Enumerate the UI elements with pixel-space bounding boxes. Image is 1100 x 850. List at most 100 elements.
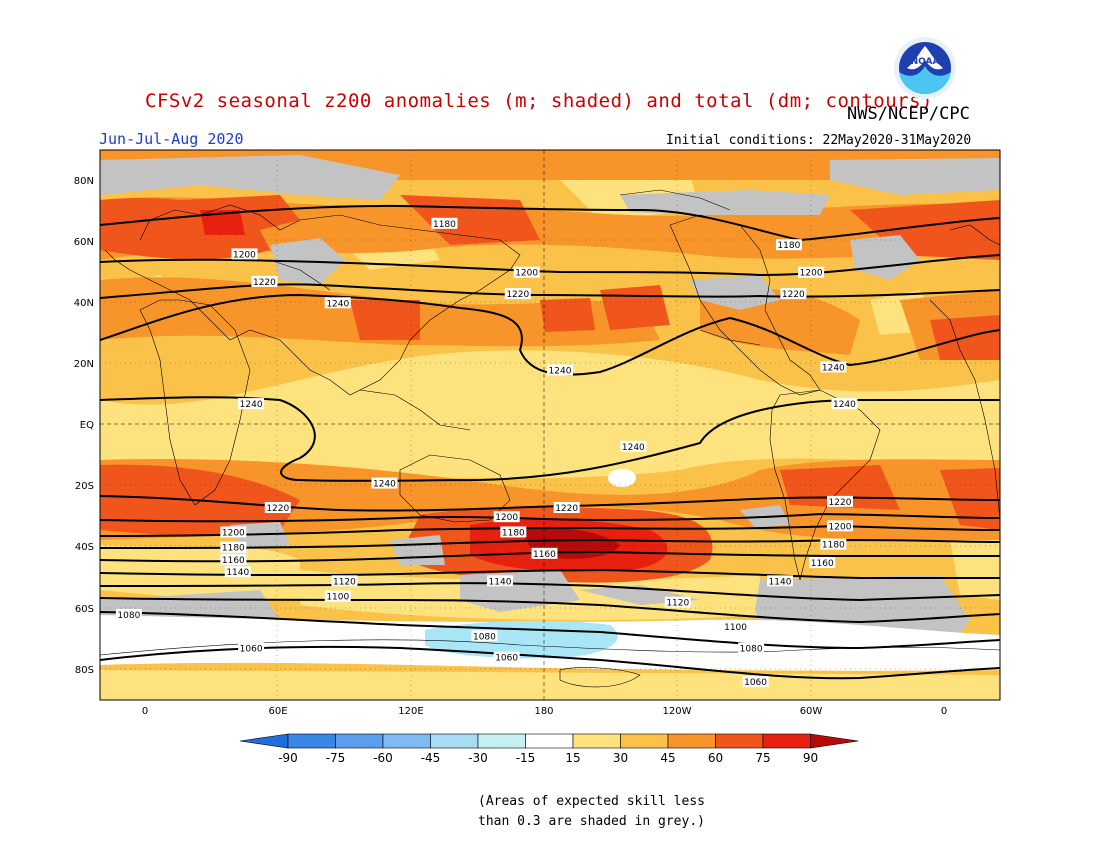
logo-text: NOAA	[911, 57, 940, 67]
contour-label-box	[500, 526, 527, 538]
contour-label: 1240	[240, 400, 263, 410]
contour-label-box	[264, 502, 291, 513]
contour-label: 1140	[226, 568, 249, 578]
contour-label: 1200	[515, 269, 538, 279]
lat-label-60n: 60N	[74, 237, 94, 248]
contour-label: 1160	[222, 556, 245, 566]
contour-label-box	[664, 596, 691, 608]
contour-label: 1160	[811, 559, 834, 569]
chart-title: CFSv2 seasonal z200 anomalies (m; shaded…	[145, 90, 933, 112]
contour-label-box	[324, 590, 351, 602]
contour-label: 1100	[326, 593, 349, 603]
colorbar-segment	[477, 733, 526, 749]
colorbar-tick-label: -60	[373, 751, 393, 765]
colorbar-tick-label: -45	[421, 751, 441, 765]
contour-label: 1240	[822, 363, 845, 373]
colorbar-segment	[715, 733, 764, 749]
contour-label: 1180	[222, 544, 245, 554]
contour-label: 1200	[829, 522, 852, 532]
contour-label: 1060	[744, 678, 767, 688]
contour-label: 1180	[777, 241, 800, 251]
contour-label-box	[827, 520, 853, 532]
colorbar-tick-label: 75	[755, 751, 770, 765]
contour-label: 1180	[433, 220, 456, 230]
map-area	[100, 150, 1000, 700]
lon-label-0: 0	[142, 706, 148, 717]
initial-conditions-label: Initial conditions: 22May2020-31May2020	[666, 133, 972, 148]
colorbar-tick-label: 15	[565, 751, 580, 765]
contour-label: 1220	[253, 278, 276, 288]
lon-label-0-east: 0	[941, 706, 947, 717]
skill-note-line-2: than 0.3 are shaded in grey.)	[478, 814, 705, 829]
contour-label-box	[775, 239, 802, 251]
colorbar-segment	[762, 733, 811, 749]
contour-label-box	[827, 495, 853, 507]
contour-label-box	[493, 651, 520, 663]
colorbar-tick-label: 60	[708, 751, 723, 765]
contour-label-box	[324, 297, 351, 309]
colorbar-tick-label: -15	[516, 751, 536, 765]
colorbar-tick-label: -90	[278, 751, 298, 765]
contour-label-box	[115, 608, 142, 620]
colorbar-segment	[572, 733, 621, 749]
contour-label: 1220	[506, 290, 529, 300]
map-gridlines	[100, 150, 1000, 700]
contour-label-box	[553, 502, 580, 513]
contour-label-box	[504, 288, 531, 300]
contour-label: 1060	[495, 654, 518, 664]
contour-label: 1100	[724, 623, 747, 633]
contour-label: 1240	[622, 443, 645, 453]
contour-label: 1080	[117, 611, 140, 621]
contour-label: 1240	[833, 400, 856, 410]
coastlines	[100, 189, 1000, 688]
contour-label: 1200	[233, 250, 256, 260]
contour-label-box	[371, 477, 398, 489]
contour-label-box	[431, 217, 458, 229]
lon-label-60e: 60E	[268, 706, 287, 717]
contour-label: 1220	[829, 498, 852, 508]
noaa-logo-icon: NOAA	[894, 37, 956, 99]
lat-label-40s: 40S	[75, 542, 94, 553]
lon-label-60w: 60W	[800, 706, 823, 717]
lat-label-20n: 20N	[74, 359, 94, 370]
contour-label: 1240	[373, 480, 396, 490]
colorbar-segment	[382, 733, 431, 749]
map-frame	[99, 149, 1001, 701]
contour-label: 1140	[489, 577, 512, 587]
lat-label-80n: 80N	[74, 176, 94, 187]
contour-label-box	[220, 541, 247, 553]
contour-label-box	[820, 538, 847, 550]
lon-label-120e: 120E	[398, 706, 423, 717]
colorbar: -90 -75 -60 -45 -30 -15 15 30 45 60 75 90	[239, 733, 859, 765]
longitude-labels: 0 60E 120E 180 120W 60W 0	[142, 706, 947, 717]
contour-label: 1220	[555, 504, 578, 514]
contour-label-box	[513, 266, 540, 278]
contour-label-box	[831, 398, 858, 410]
contour-label-box	[767, 575, 793, 587]
contour-label-box	[620, 440, 647, 452]
contour-label-box	[251, 275, 278, 287]
contour-label-box	[722, 621, 749, 633]
contour-label: 1240	[549, 367, 572, 377]
colorbar-arrow-left	[239, 733, 289, 749]
contour-label-box	[487, 575, 513, 587]
colorbar-segment	[335, 733, 384, 749]
colorbar-arrow-right	[810, 733, 859, 749]
contour-label: 1200	[222, 528, 245, 538]
season-label: Jun-Jul-Aug 2020	[99, 130, 244, 148]
contour-label: 1220	[782, 290, 805, 300]
contour-label-box	[231, 248, 258, 260]
contour-labels: 1180 1180 1200 1200 1200 1220 1220 1220 1240 1240…	[115, 217, 858, 688]
lon-label-120w: 120W	[663, 706, 692, 717]
contour-label-box	[809, 557, 836, 568]
contour-label-box	[820, 361, 847, 373]
contour-label-box	[493, 511, 520, 523]
contour-label-box	[780, 288, 807, 300]
skill-note: (Areas of expected skill less than 0.3 a…	[478, 792, 705, 832]
contour-label: 1140	[769, 577, 792, 587]
lat-label-eq: EQ	[80, 420, 94, 431]
lat-label-40n: 40N	[74, 298, 94, 309]
colorbar-segment	[287, 733, 336, 749]
contour-label-box	[742, 676, 769, 688]
